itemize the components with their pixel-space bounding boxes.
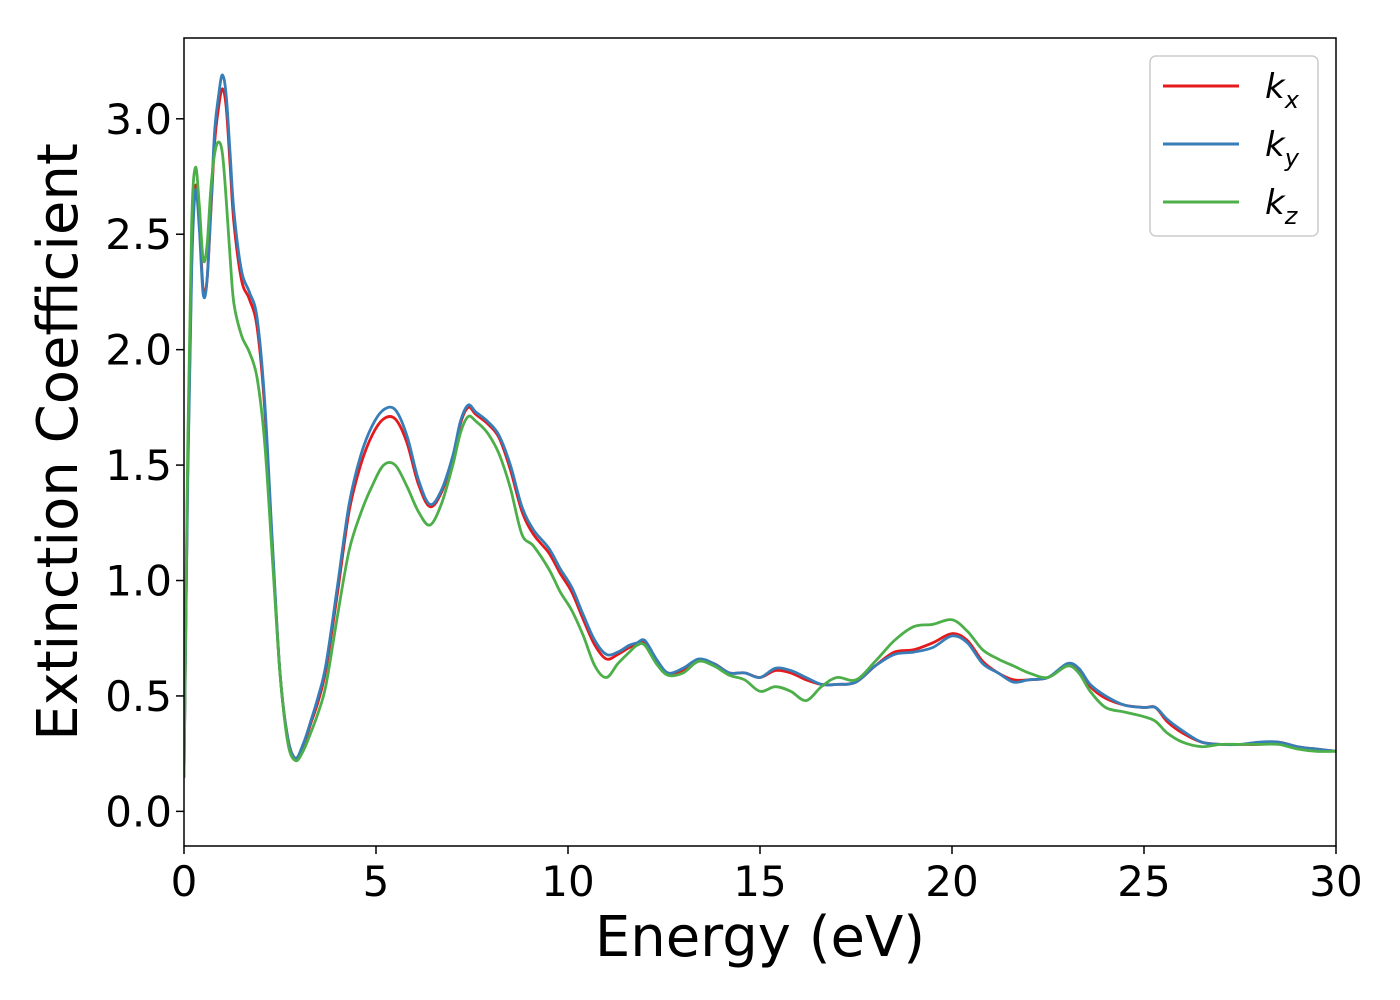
y-tick-label: 0.0: [105, 787, 172, 836]
legend-label-base: k: [1265, 125, 1286, 165]
y-tick-label: 1.0: [105, 557, 172, 606]
y-tick-label: 0.5: [105, 672, 172, 721]
legend-label-subscript: x: [1284, 86, 1300, 114]
legend-label-base: k: [1265, 183, 1286, 223]
x-axis-label: Energy (eV): [595, 905, 925, 970]
y-tick-label: 3.0: [105, 95, 172, 144]
legend-label-base: k: [1265, 67, 1286, 107]
x-tick-label: 15: [733, 857, 786, 906]
x-tick-label: 25: [1117, 857, 1170, 906]
x-tick-label: 0: [171, 857, 198, 906]
y-tick-label: 1.5: [105, 441, 172, 490]
x-axis: 0 5 10 15 20 25 30: [171, 846, 1363, 906]
series-layer: [184, 73, 1336, 779]
legend-label-subscript: y: [1284, 144, 1300, 172]
legend-box: [1149, 55, 1319, 237]
series-line-z: [184, 140, 1336, 779]
x-tick-label: 5: [363, 857, 390, 906]
legend-label-x: kx: [1265, 67, 1300, 114]
legend-label-z: kz: [1265, 183, 1299, 230]
legend-label-y: ky: [1265, 125, 1300, 172]
x-tick-label: 30: [1309, 857, 1362, 906]
y-tick-label: 2.0: [105, 326, 172, 375]
legend-label-subscript: z: [1284, 202, 1299, 230]
y-axis-label: Extinction Coefficient: [26, 143, 91, 741]
x-tick-label: 10: [541, 857, 594, 906]
x-tick-label: 20: [925, 857, 978, 906]
y-tick-label: 2.5: [105, 210, 172, 259]
y-axis: 0.0 0.5 1.0 1.5 2.0 2.5 3.0: [105, 95, 184, 836]
